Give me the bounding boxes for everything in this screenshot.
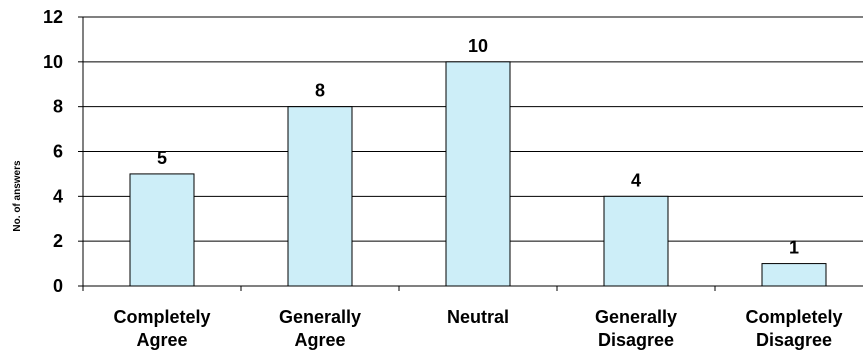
y-tick-label: 10	[43, 52, 63, 72]
x-category-label: Neutral	[447, 307, 509, 327]
data-label: 5	[157, 148, 167, 168]
bar	[287, 106, 353, 287]
y-tick-label: 6	[53, 142, 63, 162]
x-category-labels: Completely Agree Generally Agree Neutral Gene…	[113, 307, 842, 350]
x-category-label: Completely Disagree	[745, 307, 842, 350]
bar	[761, 263, 827, 287]
bar	[603, 195, 669, 287]
axes	[78, 16, 863, 291]
y-tick-labels: 0 2 4 6 8 10 12	[43, 7, 63, 296]
x-category-label: Completely Agree	[113, 307, 210, 350]
y-tick-label: 12	[43, 7, 63, 27]
y-tick-label: 8	[53, 97, 63, 117]
bar	[445, 61, 511, 287]
bar	[129, 173, 195, 287]
data-label: 1	[789, 238, 799, 258]
data-label: 8	[315, 81, 325, 101]
y-axis-label: No. of answers	[12, 160, 23, 232]
x-category-label: Generally Disagree	[595, 307, 677, 350]
y-tick-label: 2	[53, 231, 63, 251]
y-tick-label: 0	[53, 276, 63, 296]
y-tick-label: 4	[53, 186, 63, 206]
data-labels: 5 8 10 4 1	[157, 36, 799, 258]
data-label: 10	[468, 36, 488, 56]
bars	[129, 61, 827, 287]
x-category-label: Generally Agree	[279, 307, 361, 350]
data-label: 4	[631, 170, 641, 190]
